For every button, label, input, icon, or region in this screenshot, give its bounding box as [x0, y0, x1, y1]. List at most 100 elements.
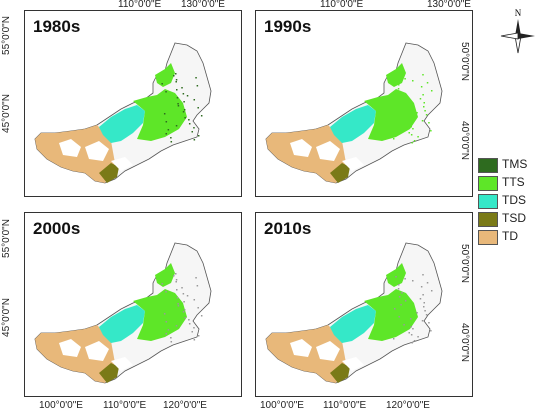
vegetation-pixel	[393, 108, 396, 110]
vegetation-pixel	[193, 127, 195, 129]
legend-label: TSD	[502, 211, 526, 225]
vegetation-pixel	[404, 300, 407, 302]
vegetation-pixel	[395, 276, 397, 278]
vegetation-pixel	[176, 289, 178, 291]
vegetation-pixel	[177, 303, 179, 305]
right-tick-50n-lower: 50°0'0"N	[458, 244, 470, 283]
vegetation-pixel	[193, 327, 195, 329]
vegetation-pixel	[196, 85, 199, 87]
typical-steppe-area	[133, 289, 187, 341]
vegetation-pixel	[167, 329, 170, 331]
vegetation-pixel	[170, 337, 172, 339]
region-map-2000s	[34, 242, 212, 384]
vegetation-pixel	[413, 140, 416, 142]
vegetation-pixel	[410, 134, 413, 136]
map-panel-1990s: 1990s	[255, 10, 473, 197]
top-tick-130e: 130°0'0"E	[427, 0, 471, 10]
vegetation-pixel	[195, 277, 197, 279]
vegetation-pixel	[422, 294, 424, 296]
vegetation-pixel	[420, 86, 423, 88]
vegetation-pixel	[170, 341, 173, 343]
typical-steppe-area	[364, 289, 418, 341]
vegetation-pixel	[175, 79, 178, 81]
vegetation-pixel	[200, 315, 203, 317]
typical-steppe-area	[133, 89, 187, 141]
vegetation-pixel	[421, 320, 424, 322]
bottom-tick-120e: 120°0'0"E	[163, 400, 207, 411]
vegetation-pixel	[165, 291, 167, 293]
region-group	[265, 242, 443, 384]
vegetation-pixel	[182, 293, 185, 295]
decade-label: 1990s	[264, 17, 312, 36]
steppe-desert-area	[330, 363, 350, 383]
vegetation-pixel	[181, 287, 183, 289]
vegetation-pixel	[184, 117, 186, 119]
vegetation-pixel	[417, 136, 419, 138]
vegetation-pixel	[422, 106, 425, 108]
vegetation-pixel	[193, 99, 196, 101]
vegetation-pixel	[200, 115, 203, 117]
vegetation-pixel	[403, 124, 405, 126]
vegetation-pixel	[392, 138, 395, 140]
vegetation-pixel	[398, 316, 400, 318]
vegetation-pixel	[193, 299, 196, 301]
region-map-2010s	[265, 242, 443, 384]
vegetation-pixel	[428, 122, 430, 124]
typical-steppe-north-area	[155, 63, 175, 87]
typical-steppe-north-area	[386, 63, 406, 87]
steppe-desert-area	[99, 163, 119, 183]
vegetation-pixel	[165, 321, 168, 323]
vegetation-pixel	[411, 342, 413, 344]
vegetation-pixel	[197, 335, 200, 337]
vegetation-pixel	[398, 84, 400, 86]
bare-area	[59, 139, 81, 157]
bare-area	[111, 157, 133, 171]
vegetation-pixel	[195, 77, 197, 79]
vegetation-pixel	[161, 83, 163, 85]
bottom-tick-110e-right: 110°0'0"E	[323, 400, 367, 411]
vegetation-pixel	[177, 305, 180, 307]
vegetation-pixel	[408, 132, 410, 134]
vegetation-pixel	[393, 308, 396, 310]
bare-area	[85, 341, 109, 361]
vegetation-pixel	[176, 89, 178, 91]
vegetation-pixel	[409, 118, 412, 120]
vegetation-pixel	[170, 137, 172, 139]
vegetation-pixel	[177, 105, 180, 107]
legend-swatch	[478, 230, 498, 245]
vegetation-pixel	[175, 281, 177, 283]
vegetation-pixel	[175, 273, 177, 275]
vegetation-pixel	[428, 322, 430, 324]
bare-area	[290, 339, 312, 357]
vegetation-pixel	[412, 80, 414, 82]
vegetation-pixel	[419, 98, 422, 100]
vegetation-pixel	[175, 81, 177, 83]
vegetation-pixel	[183, 109, 186, 111]
vegetation-pixel	[165, 333, 168, 335]
vegetation-pixel	[408, 332, 410, 334]
bottom-tick-110e: 110°0'0"E	[103, 400, 147, 411]
vegetation-pixel	[424, 310, 426, 312]
vegetation-pixel	[409, 318, 412, 320]
vegetation-pixel	[424, 110, 426, 112]
vegetation-pixel	[188, 123, 191, 125]
region-group	[34, 42, 212, 184]
vegetation-pixel	[412, 128, 414, 130]
vegetation-pixel	[173, 275, 175, 277]
vegetation-pixel	[165, 121, 168, 123]
vegetation-pixel	[404, 100, 407, 102]
legend-swatch	[478, 212, 498, 227]
bare-area	[290, 139, 312, 157]
vegetation-pixel	[176, 297, 179, 299]
vegetation-pixel	[175, 73, 177, 75]
bottom-tick-100e: 100°0'0"E	[39, 400, 83, 411]
vegetation-pixel	[186, 295, 189, 297]
vegetation-pixel	[188, 319, 190, 321]
vegetation-pixel	[413, 340, 416, 342]
left-tick-45n-lower: 45°0'0"N	[0, 298, 12, 337]
vegetation-pixel	[417, 336, 419, 338]
vegetation-pixel	[197, 135, 200, 137]
map-panel-2010s: 2010s	[255, 212, 473, 397]
vegetation-pixel	[182, 311, 185, 313]
legend-label: TDS	[502, 193, 526, 207]
